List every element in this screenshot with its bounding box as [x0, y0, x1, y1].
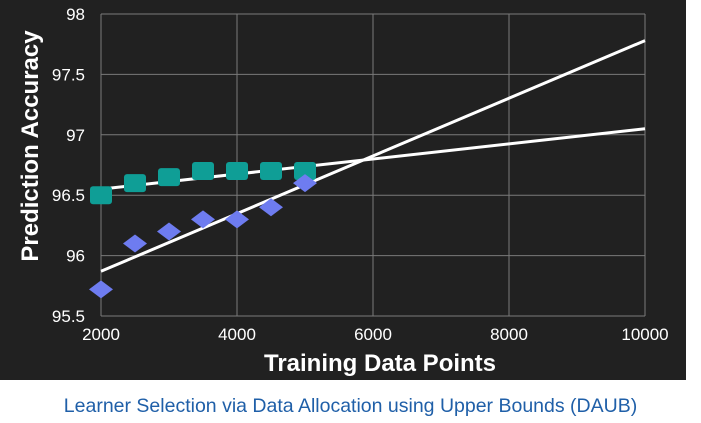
- trend-line-1: [100, 127, 646, 191]
- x-tick-label: 2000: [82, 325, 120, 344]
- square-point: [260, 162, 282, 181]
- diamond-point: [191, 210, 215, 229]
- diamond-point: [259, 198, 283, 217]
- x-tick-label: 4000: [218, 325, 256, 344]
- y-tick-label: 97: [66, 126, 85, 145]
- diamond-point: [293, 174, 317, 193]
- data-markers: [89, 162, 317, 299]
- square-point: [226, 162, 248, 181]
- trend-lines: [100, 39, 646, 273]
- x-tick-label: 6000: [354, 325, 392, 344]
- y-tick-label: 98: [66, 5, 85, 24]
- x-tick-label: 10000: [621, 325, 668, 344]
- diamond-point: [225, 210, 249, 229]
- tick-labels: 2000 4000 6000 8000 10000 95.5 96 96.5 97 97.5 98: [52, 5, 669, 344]
- chart-svg: 2000 4000 6000 8000 1000095.59696.59797.598 …: [17, 5, 669, 377]
- square-point: [124, 174, 146, 193]
- figure-caption: Learner Selection via Data Allocation us…: [63, 395, 638, 417]
- square-point: [294, 162, 316, 181]
- y-axis-title: Prediction Accuracy: [17, 30, 44, 262]
- chart-panel: 2000 4000 6000 8000 10000 95.5 96 96.5 97 97.5 98 …: [0, 0, 686, 380]
- diamond-point: [123, 234, 147, 253]
- y-tick-label: 95.5: [52, 307, 85, 326]
- diamond-point: [157, 222, 181, 241]
- x-tick-label: 8000: [490, 325, 528, 344]
- square-point: [90, 186, 112, 205]
- x-axis-title: Training Data Points: [264, 350, 496, 377]
- y-tick-label: 96.5: [52, 186, 85, 205]
- trend-line-2: [100, 39, 646, 273]
- square-point: [158, 168, 180, 187]
- grid: [100, 13, 646, 317]
- square-point: [192, 162, 214, 181]
- y-tick-label: 97.5: [52, 65, 85, 84]
- diamond-point: [89, 280, 113, 299]
- y-tick-label: 96: [66, 247, 85, 266]
